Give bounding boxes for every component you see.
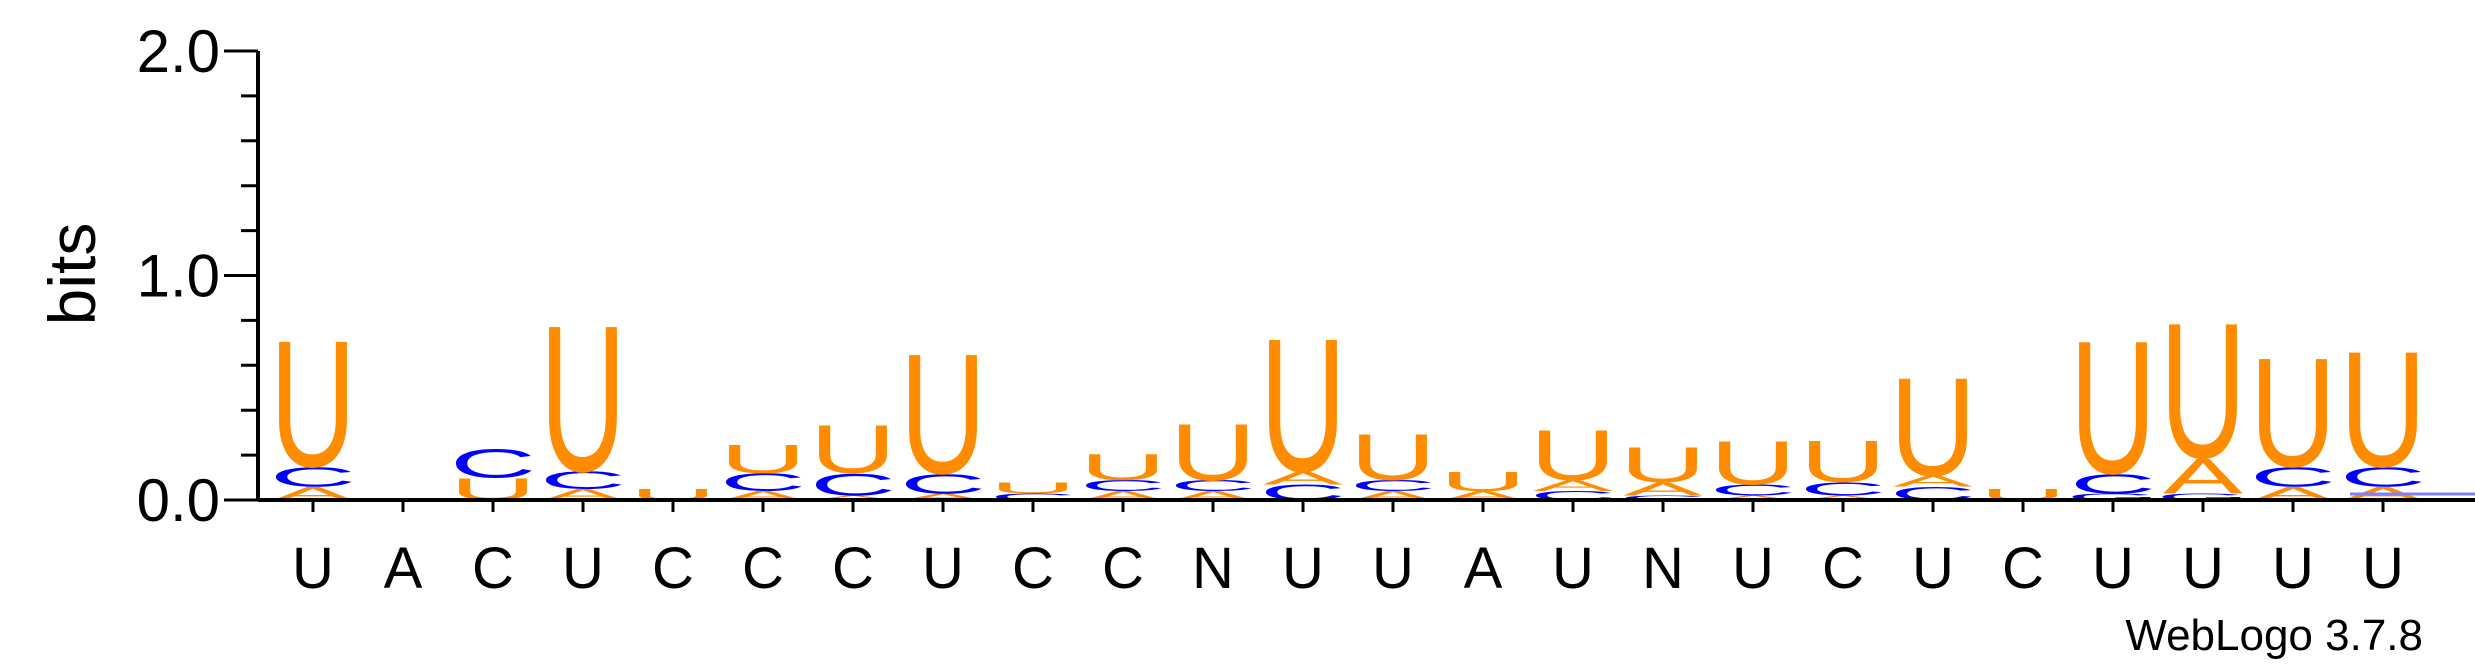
logo-letter-c: C (450, 441, 536, 486)
logo-letter-c: C (1350, 477, 1436, 494)
logo-letter-a: A (1893, 473, 1973, 490)
logo-letter-u: U (810, 411, 896, 488)
position-label: C (2002, 536, 2044, 601)
logo-letter-u: U (990, 479, 1076, 496)
logo-letter-u: U (720, 436, 806, 481)
logo-letter-c: C (1170, 477, 1256, 494)
position-label: U (292, 536, 334, 601)
position-label: U (1372, 536, 1414, 601)
position-label: U (2182, 536, 2224, 601)
logo-letter-c: C (900, 468, 986, 499)
logo-letter-a: A (813, 494, 894, 501)
weblogo-credit: WebLogo 3.7.8 (2125, 611, 2423, 660)
logo-letter-u: U (1170, 407, 1256, 498)
position-label: C (1012, 536, 1054, 601)
position-label: U (1732, 536, 1774, 601)
logo-letter-u: U (1620, 437, 1706, 493)
position-label: U (2092, 536, 2134, 601)
position-label: U (1912, 536, 1954, 601)
logo-letter-g: G (2157, 492, 2250, 502)
logo-letter-a: A (1533, 477, 1613, 494)
position-label: U (2272, 536, 2314, 601)
logo-letter-u: U (2340, 316, 2426, 502)
logo-letter-g: G (2067, 492, 2160, 502)
logo-letter-a: A (1623, 479, 1703, 500)
position-label: U (1552, 536, 1594, 601)
y-tick-label: 2.0 (137, 18, 220, 85)
position-label: N (1642, 536, 1684, 601)
logo-letter-u: U (1800, 429, 1886, 495)
logo-letter-c: C (720, 469, 806, 497)
logo-letter-c: C (2250, 461, 2336, 492)
logo-letter-a: A (1803, 494, 1884, 501)
position-label: C (1102, 536, 1144, 601)
logo-letter-c: C (810, 468, 896, 503)
logo-letter-u: U (1350, 421, 1436, 494)
y-axis-label: bits (35, 223, 109, 326)
logo-letter-c: C (1620, 494, 1706, 501)
logo-letter-c: C (1710, 482, 1796, 499)
position-label: U (922, 536, 964, 601)
position-label: A (384, 536, 423, 601)
logo-letter-u: U (2070, 301, 2156, 514)
logo-letter-u: U (1440, 466, 1526, 497)
logo-letter-c: C (2070, 468, 2156, 499)
logo-letter-a: A (1263, 468, 1343, 489)
logo-letter-u: U (1530, 415, 1616, 495)
logo-letter-u: U (1710, 429, 1796, 498)
position-label: U (2362, 536, 2404, 601)
logo-letter-a: A (2163, 449, 2243, 505)
logo-letter-u: U (540, 283, 626, 516)
y-tick-label: 1.0 (137, 243, 220, 310)
logo-letter-c: C (1080, 477, 1166, 494)
logo-letter-c: C (2340, 461, 2426, 492)
logo-letter-c: C (270, 461, 356, 492)
position-label: C (652, 536, 694, 601)
position-label: N (1192, 536, 1234, 601)
position-label: C (832, 536, 874, 601)
y-tick-label: 0.0 (137, 467, 220, 534)
position-label: C (742, 536, 784, 601)
logo-letter-c: C (540, 467, 626, 495)
position-label: U (562, 536, 604, 601)
logo-letter-c: C (990, 492, 1076, 502)
position-label: C (472, 536, 514, 601)
logo-letter-a: A (903, 492, 983, 502)
position-label: C (1822, 536, 1864, 601)
logo-letter-u: U (2160, 284, 2246, 499)
logo-letter-u: U (270, 303, 356, 505)
position-label: U (1282, 536, 1324, 601)
logo-letter-c: C (1800, 479, 1886, 500)
logo-letter-u: U (1260, 298, 1346, 511)
position-label: A (1464, 536, 1503, 601)
logo-letter-u: U (2250, 326, 2336, 500)
logo-letter-u: U (1080, 446, 1166, 488)
logo-letter-u: U (900, 319, 986, 510)
logo-letter-u: U (1890, 348, 1976, 505)
y-axis: 0.0 1.0 2.0 (137, 18, 260, 534)
logo-letter-a: A (1713, 494, 1794, 501)
